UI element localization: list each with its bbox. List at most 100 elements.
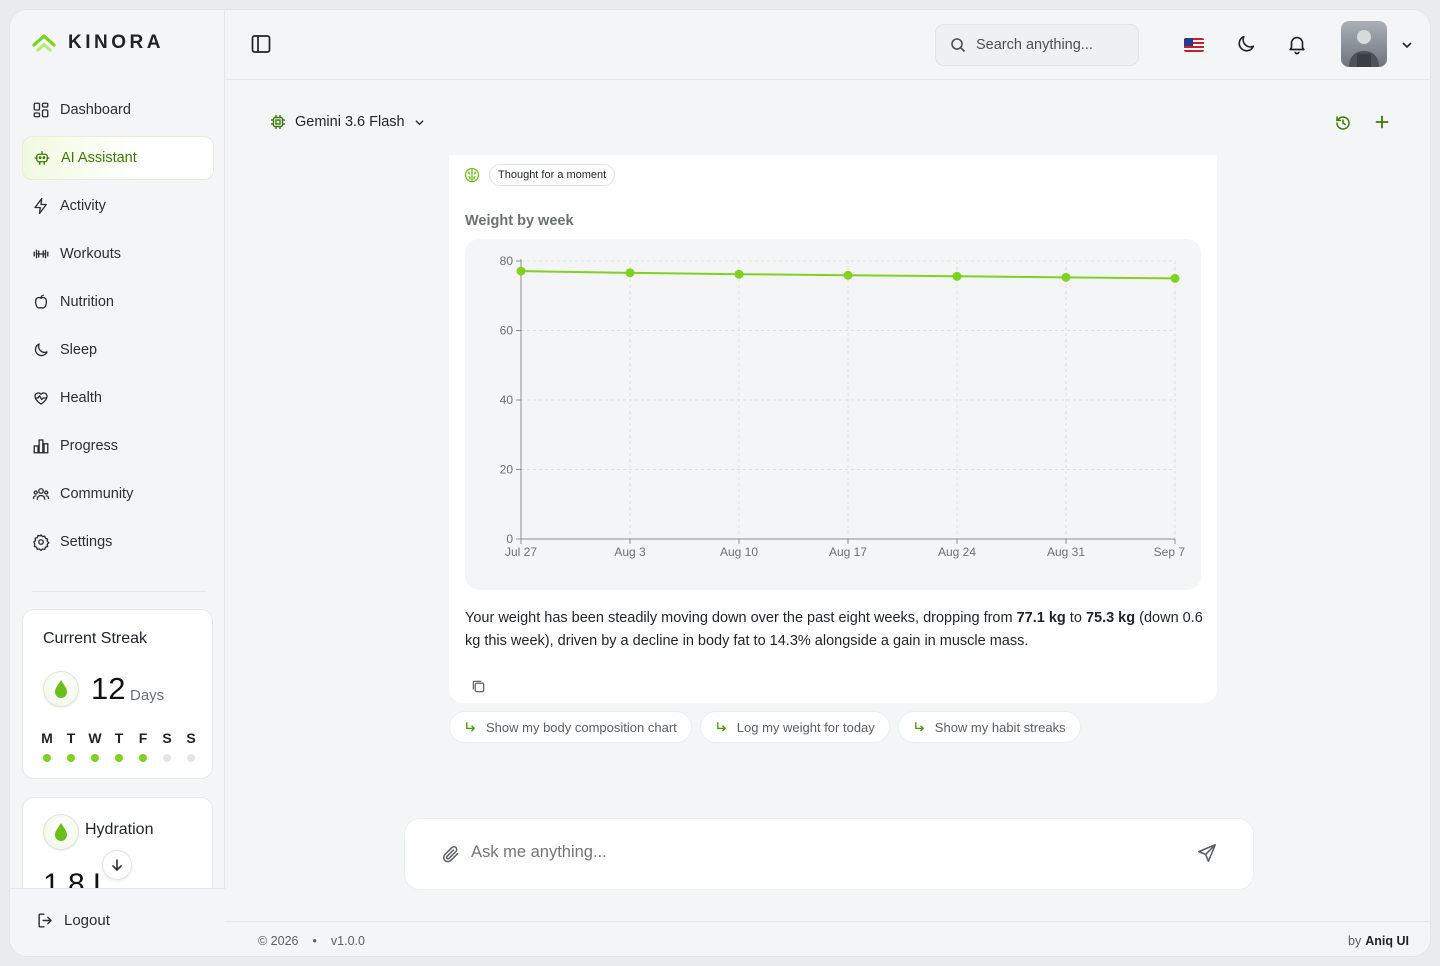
app-version: v1.0.0 — [330, 934, 365, 948]
model-selector[interactable]: Gemini 3.6 Flash — [270, 114, 425, 130]
streak-day: W — [85, 730, 105, 762]
streak-day-dot — [67, 754, 75, 762]
new-chat-button[interactable] — [1374, 114, 1390, 135]
data-point — [516, 266, 526, 276]
y-tick-label: 40 — [500, 393, 514, 407]
sidebar-item-label: Workouts — [60, 246, 121, 262]
app-frame: KINORA Dashboard AI Assistant Activity W… — [9, 9, 1431, 957]
corner-down-right-icon — [914, 721, 924, 731]
chart-title: Weight by week — [465, 213, 574, 229]
streak-day-dot — [163, 754, 171, 762]
streak-day-dot — [139, 754, 147, 762]
moon-icon — [34, 343, 48, 357]
attach-button[interactable] — [441, 844, 461, 869]
reply-text-part: (down 0.6 kg this week), driven by a dec… — [465, 610, 1203, 649]
sidebar-item-workouts[interactable]: Workouts — [22, 232, 214, 276]
y-tick-label: 80 — [500, 254, 514, 268]
sidebar-item-settings[interactable]: Settings — [22, 520, 214, 564]
sidebar-toggle-button[interactable] — [251, 34, 271, 59]
top-header: Search anything... — [225, 10, 1430, 80]
x-tick-label: Aug 31 — [1047, 545, 1085, 559]
avatar[interactable] — [1341, 21, 1387, 67]
thought-label: Thought for a moment — [489, 164, 616, 186]
logout-bar: Logout — [10, 888, 225, 956]
kinora-logo-icon — [32, 34, 56, 52]
thought-indicator[interactable]: Thought for a moment — [464, 164, 616, 186]
sidebar-item-sleep[interactable]: Sleep — [22, 328, 214, 372]
heart-pulse-icon — [34, 392, 48, 405]
logout-button[interactable]: Logout — [36, 911, 110, 930]
history-icon — [1336, 116, 1350, 130]
dashboard-icon — [33, 102, 49, 118]
x-tick-label: Sep 7 — [1154, 545, 1186, 559]
suggestion-label: Log my weight for today — [736, 719, 875, 735]
sidebar-item-progress[interactable]: Progress — [22, 424, 214, 468]
search-input[interactable]: Search anything... — [976, 37, 1093, 53]
streak-day-letter: S — [162, 730, 172, 746]
flame-icon — [55, 680, 67, 698]
us-flag-icon[interactable] — [1184, 38, 1204, 52]
reply-text-part: to — [1065, 610, 1086, 626]
suggestion-label: Show my habit streaks — [934, 719, 1066, 735]
streak-day-dot — [91, 754, 99, 762]
y-tick-label: 0 — [506, 532, 513, 546]
sidebar-divider — [32, 591, 207, 592]
chat-input[interactable] — [471, 843, 1171, 862]
search-box[interactable]: Search anything... — [935, 24, 1139, 66]
sidebar-panel-icon — [251, 35, 271, 53]
streak-day-dot — [43, 754, 51, 762]
sidebar-item-community[interactable]: Community — [22, 472, 214, 516]
sidebar-item-activity[interactable]: Activity — [22, 184, 214, 228]
streak-day: M — [37, 730, 57, 762]
data-point — [952, 271, 962, 281]
data-point — [734, 269, 744, 279]
copy-icon — [472, 680, 485, 693]
x-tick-label: Aug 10 — [720, 545, 758, 559]
sidebar-item-ai-assistant[interactable]: AI Assistant — [22, 136, 214, 180]
brand-logo[interactable]: KINORA — [32, 32, 164, 54]
x-tick-label: Aug 17 — [829, 545, 867, 559]
hydration-badge — [43, 814, 79, 850]
bar-chart-icon — [33, 439, 49, 454]
water-drop-icon — [55, 823, 67, 841]
streak-day-letter: T — [114, 730, 124, 746]
brand-name: KINORA — [68, 32, 164, 53]
copyright: © 2026 — [258, 934, 299, 948]
weight-chart: 0 20 40 60 80 Jul 27 Aug 3 Aug 10 Aug 17 Aug 24 Au… — [465, 239, 1201, 590]
streak-day-letter: S — [186, 730, 196, 746]
corner-down-right-icon — [466, 721, 475, 731]
notifications-button[interactable] — [1286, 33, 1308, 60]
sidebar-item-health[interactable]: Health — [22, 376, 214, 420]
suggestion-chip[interactable]: Show my habit streaks — [897, 711, 1081, 743]
data-point — [1170, 273, 1180, 283]
author-link[interactable]: Aniq UI — [1365, 934, 1409, 948]
send-button[interactable] — [1196, 842, 1218, 869]
hydration-title: Hydration — [85, 821, 154, 838]
sidebar-item-dashboard[interactable]: Dashboard — [22, 88, 214, 132]
dark-mode-toggle[interactable] — [1235, 33, 1257, 60]
message-composer — [404, 818, 1254, 890]
streak-unit: Days — [130, 687, 165, 704]
streak-day: T — [61, 730, 81, 762]
streak-day-dot — [115, 754, 123, 762]
streak-title: Current Streak — [43, 630, 148, 647]
sidebar-item-label: Nutrition — [60, 294, 114, 310]
suggestion-chip[interactable]: Log my weight for today — [699, 711, 890, 743]
y-tick-label: 20 — [500, 463, 514, 477]
streak-day: T — [109, 730, 129, 762]
x-tick-label: Aug 3 — [614, 545, 646, 559]
suggestion-chip[interactable]: Show my body composition chart — [449, 711, 692, 743]
sidebar-item-label: Sleep — [60, 342, 98, 358]
sidebar-item-label: Dashboard — [60, 102, 131, 118]
footer-separator: • — [312, 934, 317, 948]
sidebar-item-nutrition[interactable]: Nutrition — [22, 280, 214, 324]
moon-icon — [1238, 35, 1255, 52]
chat-history-button[interactable] — [1334, 114, 1352, 137]
streak-day-letter: W — [88, 730, 102, 746]
user-menu-chevron[interactable] — [1401, 38, 1413, 56]
data-point — [843, 270, 853, 280]
chevron-down-icon — [1402, 42, 1412, 49]
copy-button[interactable] — [471, 679, 486, 699]
scroll-down-button[interactable] — [102, 850, 132, 880]
sidebar-item-label: AI Assistant — [61, 150, 137, 166]
